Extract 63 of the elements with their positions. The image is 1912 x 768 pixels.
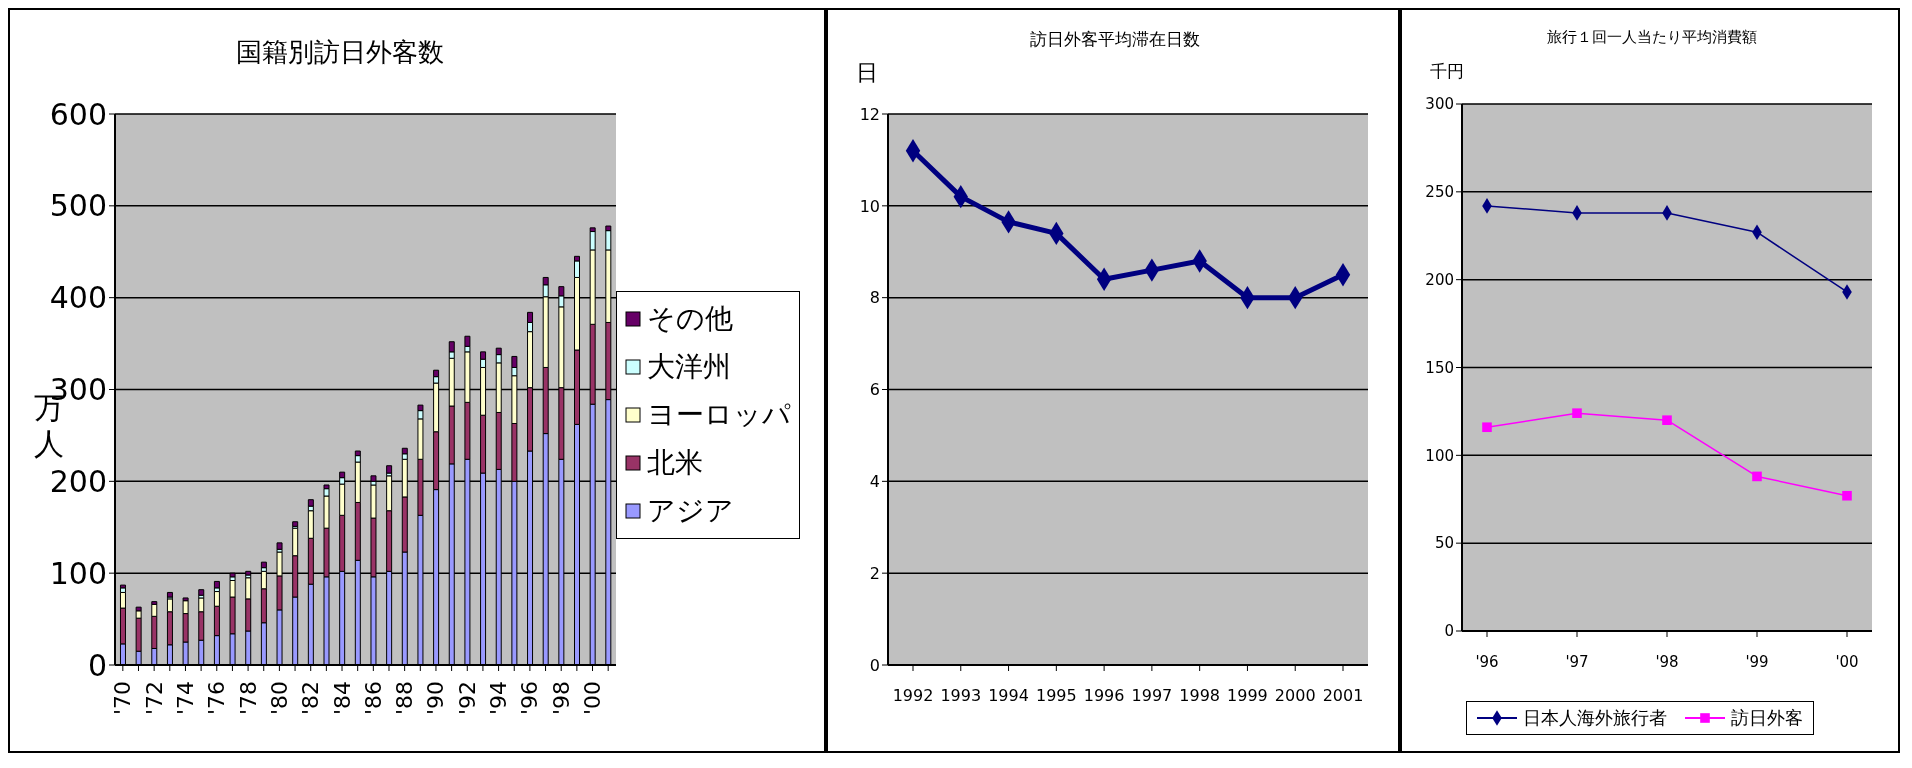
chart-title: 旅行１回一人当たり平均消費額 (1546, 28, 1758, 47)
chart-title: 国籍別訪日外客数 (235, 36, 445, 69)
y-tick-label: 2 (869, 563, 880, 583)
x-tick-label: 2000 (1274, 686, 1316, 705)
y-tick-label: 300 (1425, 95, 1454, 114)
y-tick-label: 400 (49, 280, 107, 316)
x-tick-label: '97 (1565, 653, 1589, 671)
x-tick-label: '84 (329, 681, 355, 716)
legend-label: ヨーロッパ (647, 397, 791, 433)
x-tick-label: 1995 (1035, 686, 1077, 705)
x-tick-label: 1994 (988, 686, 1029, 705)
legend-label: 大洋州 (647, 349, 731, 385)
x-tick-label: '72 (141, 681, 167, 716)
y-tick-label: 6 (869, 380, 880, 400)
x-tick-label: '88 (392, 681, 418, 716)
x-tick-label: '00 (1835, 653, 1859, 671)
y-tick-label: 8 (869, 288, 880, 308)
y-tick-label: 4 (869, 472, 880, 492)
chart-title: 訪日外客平均滞在日数 (1029, 28, 1201, 51)
x-tick-label: '74 (172, 681, 198, 716)
legend-label: その他 (647, 301, 733, 337)
y-tick-label: 50 (1434, 534, 1454, 553)
y-tick-label: 600 (49, 96, 107, 132)
legend-label: 訪日外客 (1730, 706, 1803, 730)
y-tick-label: 0 (869, 655, 880, 675)
y-tick-label: 200 (1425, 270, 1454, 289)
x-tick-label: '76 (204, 681, 230, 716)
x-tick-label: 2001 (1322, 686, 1364, 705)
x-tick-label: '99 (1745, 653, 1769, 671)
x-tick-label: '98 (1655, 653, 1679, 671)
x-tick-label: '98 (548, 681, 574, 716)
y-tick-label: 200 (49, 463, 107, 499)
y-tick-label: 100 (49, 555, 107, 591)
x-tick-label: '78 (235, 681, 261, 716)
y-tick-label: 250 (1425, 183, 1454, 202)
x-tick-label: 1997 (1131, 686, 1173, 705)
x-tick-label: '70 (110, 681, 136, 716)
y-tick-label: 150 (1425, 358, 1454, 377)
y-axis-title: 日 (856, 59, 878, 87)
y-tick-label: 0 (1444, 622, 1454, 641)
x-tick-label: '96 (1475, 653, 1499, 671)
x-tick-label: 1999 (1227, 686, 1268, 705)
x-tick-label: 1996 (1083, 686, 1125, 705)
x-tick-label: '90 (423, 681, 449, 716)
x-tick-label: '80 (266, 681, 292, 716)
legend-label: 北米 (647, 445, 703, 481)
x-tick-label: '00 (580, 681, 606, 716)
x-tick-label: '94 (486, 681, 512, 716)
x-tick-label: '86 (360, 681, 386, 716)
y-tick-label: 0 (87, 647, 107, 683)
x-tick-label: 1993 (940, 686, 982, 705)
legend-label: アジア (647, 493, 734, 529)
legend-label: 日本人海外旅行者 (1522, 706, 1667, 730)
x-tick-label: '92 (454, 681, 480, 716)
y-tick-label: 10 (859, 196, 880, 216)
y-tick-label: 100 (1425, 446, 1454, 465)
x-tick-label: 1992 (892, 686, 934, 705)
y-axis-title: 千円 (1430, 60, 1464, 83)
x-tick-label: '96 (517, 681, 543, 716)
x-tick-label: 1998 (1179, 686, 1221, 705)
y-tick-label: 12 (859, 104, 880, 124)
x-tick-label: '82 (298, 681, 324, 716)
y-tick-label: 500 (49, 188, 107, 224)
